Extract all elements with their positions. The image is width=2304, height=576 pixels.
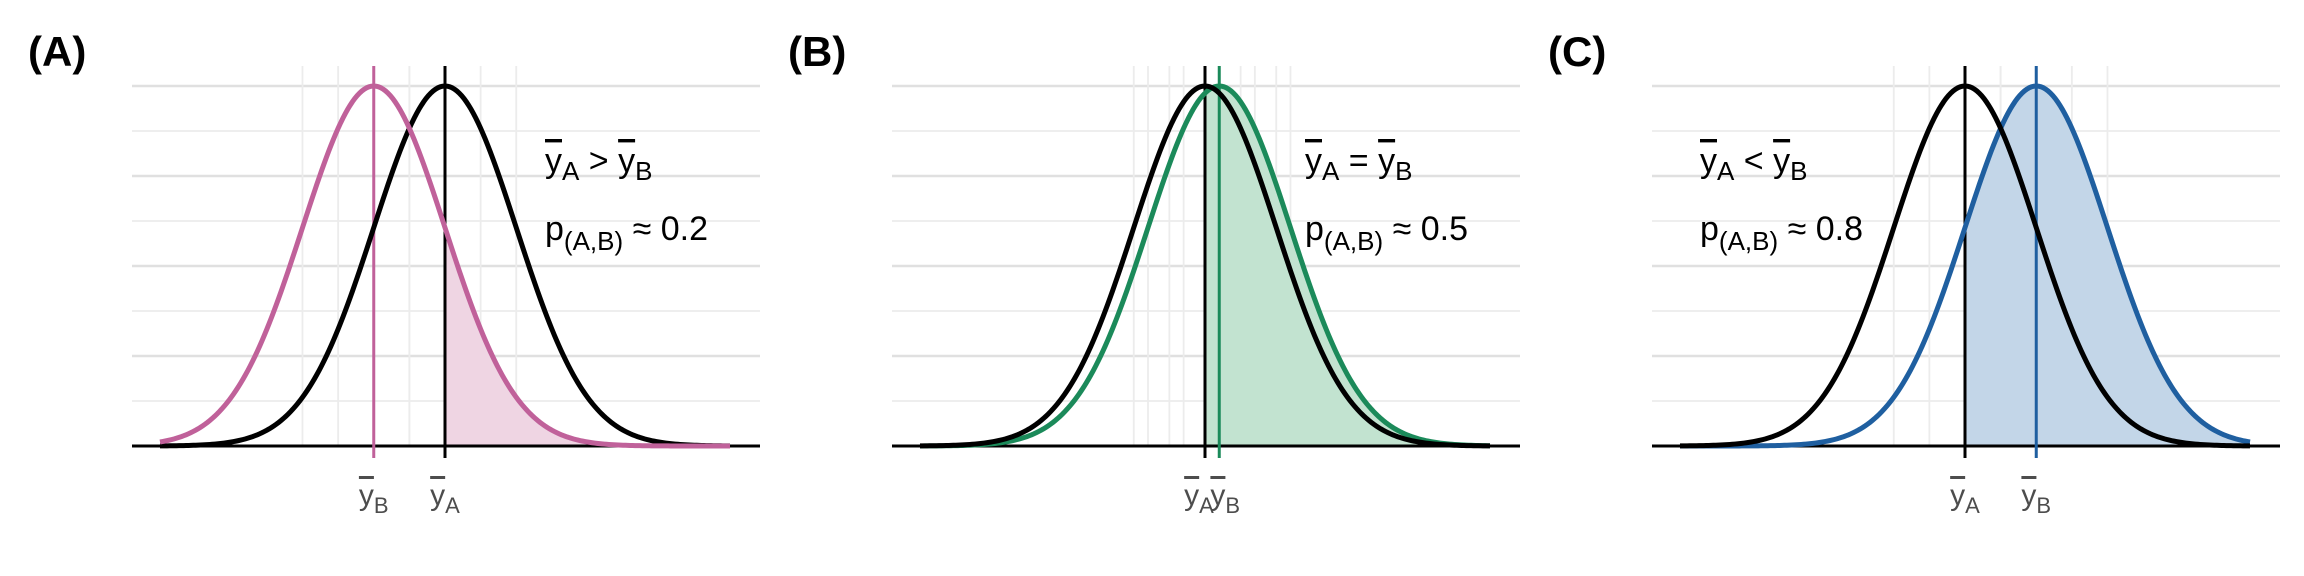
probability-text: p(A,B) ≈ 0.8: [1700, 210, 1863, 256]
probability-text: p(A,B) ≈ 0.2: [545, 210, 708, 256]
probability-text: p(A,B) ≈ 0.5: [1305, 210, 1468, 256]
x-tick-label: yA: [1950, 479, 1980, 518]
relation-text: yA < yB: [1700, 142, 1807, 186]
panel-1: (A) yB yA yA > yB p(A,B) ≈ 0.2: [28, 28, 760, 518]
relation-text: yA > yB: [545, 142, 652, 186]
density-curve-a: [919, 83, 1491, 449]
density-curve-a: [159, 83, 731, 449]
annotation: yA > yB p(A,B) ≈ 0.2: [545, 142, 708, 256]
panel-label: (B): [788, 28, 846, 75]
panel-label: (C): [1548, 28, 1606, 75]
x-tick-label: yA: [1184, 479, 1214, 518]
density-curve-b: [159, 83, 730, 449]
x-tick-label: yA: [430, 479, 460, 518]
panel-label: (A): [28, 28, 86, 75]
x-tick-label: yB: [2021, 479, 2051, 518]
x-tick-label: yB: [359, 479, 389, 518]
shaded-area: [445, 227, 730, 446]
density-curve-b: [1680, 83, 2251, 449]
panel-3: (C) yA yB yA < yB p(A,B) ≈ 0.8: [1548, 28, 2280, 518]
density-curve-a: [1679, 83, 2251, 449]
relation-text: yA = yB: [1305, 142, 1412, 186]
annotation: yA < yB p(A,B) ≈ 0.8: [1700, 142, 1863, 256]
shaded-area: [1205, 86, 1490, 446]
density-curve-b: [919, 83, 1491, 449]
x-tick-label: yB: [1210, 479, 1240, 518]
annotation: yA = yB p(A,B) ≈ 0.5: [1305, 142, 1468, 256]
